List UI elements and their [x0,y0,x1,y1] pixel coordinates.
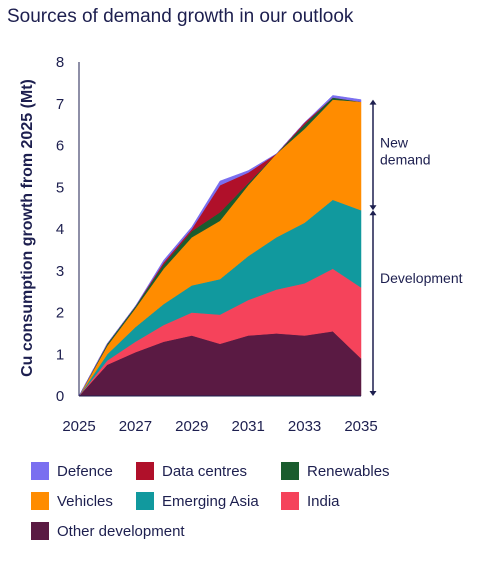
x-tick-label: 2025 [62,418,95,435]
stacked-area-chart: 0 1 2 3 4 5 6 7 8 2025 2027 2029 2031 2033 2035 Newdem… [19,54,463,435]
annotation-label: demand [380,152,431,168]
y-tick-label: 2 [56,305,64,322]
chart-ticks: 0 1 2 3 4 5 6 7 8 2025 2027 2029 2031 2033 2035 [56,54,378,435]
legend-label: Defence [57,462,113,480]
legend-swatch [31,462,49,480]
legend-label: Emerging Asia [162,492,259,510]
x-tick-label: 2031 [232,418,265,435]
x-tick-label: 2035 [344,418,377,435]
legend-item-vehicles: Vehicles [31,492,113,510]
chart-title: Sources of demand growth in our outlook [7,6,354,27]
legend-item-defence: Defence [31,462,113,480]
legend-label: Data centres [162,462,248,480]
y-tick-label: 8 [56,54,64,71]
legend-item-india: India [281,492,340,510]
legend-label: India [307,492,340,510]
x-tick-label: 2029 [175,418,208,435]
legend-swatch [31,522,49,540]
legend-swatch [281,462,299,480]
x-tick-label: 2033 [288,418,321,435]
legend-item-data-centres: Data centres [136,462,247,480]
legend-label: Vehicles [57,492,113,510]
annotation-label: Development [380,270,463,286]
legend-swatch [281,492,299,510]
y-tick-label: 3 [56,263,64,280]
legend-swatch [136,492,154,510]
legend-swatch [31,492,49,510]
y-tick-label: 5 [56,179,64,196]
y-tick-label: 6 [56,138,64,155]
y-tick-label: 4 [56,221,64,238]
bracket-new-demand [369,99,377,211]
chart-axes [78,62,361,397]
area-defence [78,95,362,397]
y-tick-label: 7 [56,96,64,113]
y-tick-label: 1 [56,346,64,363]
legend-label: Other development [57,522,185,540]
y-axis-label: Cu consumption growth from 2025 (Mt) [19,79,36,377]
legend-label: Renewables [307,462,390,480]
chart-areas [78,95,362,397]
legend-swatch [136,462,154,480]
x-tick-label: 2027 [119,418,152,435]
y-tick-label: 0 [56,388,64,405]
legend-item-emerging-asia: Emerging Asia [136,492,259,510]
legend-item-other-development: Other development [31,522,185,540]
legend-item-renewables: Renewables [281,462,390,480]
annotation-label: New [380,135,409,151]
bracket-development [369,210,377,396]
